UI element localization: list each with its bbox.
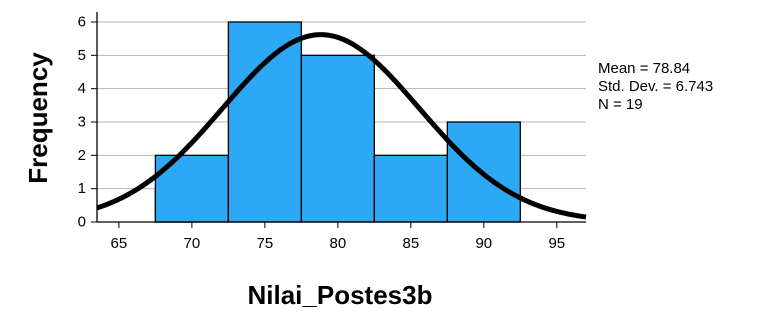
histogram-bar-1 xyxy=(227,21,303,223)
y-tick-label-4: 4 xyxy=(78,80,86,97)
y-tick-label-6: 6 xyxy=(78,14,86,31)
normal-curve xyxy=(96,32,587,220)
x-tick-label-70: 70 xyxy=(184,235,201,252)
y-tick-label-1: 1 xyxy=(78,180,86,197)
x-tick-label-95: 95 xyxy=(548,235,565,252)
axes: 0 1 2 3 4 5 6 65 70 75 80 85 90 95 xyxy=(78,12,586,252)
x-tick-label-75: 75 xyxy=(257,235,274,252)
x-tick-label-65: 65 xyxy=(111,235,128,252)
y-tick-label-0: 0 xyxy=(78,214,86,231)
stat-std-dev: Std. Dev. = 6.743 xyxy=(598,78,713,95)
normal-curve-line xyxy=(96,32,587,220)
y-tick-label-2: 2 xyxy=(78,147,86,164)
stat-n: N = 19 xyxy=(598,96,643,113)
histogram-bar-2 xyxy=(300,54,375,223)
x-tick-label-85: 85 xyxy=(402,235,419,252)
y-tick-label-3: 3 xyxy=(78,114,86,131)
x-axis-title: Nilai_Postes3b xyxy=(248,280,433,310)
x-tick-label-80: 80 xyxy=(330,235,347,252)
x-tick-label-90: 90 xyxy=(475,235,492,252)
statistics-box: Mean = 78.84 Std. Dev. = 6.743 N = 19 xyxy=(598,60,713,113)
histogram-bar-3 xyxy=(373,154,448,223)
y-axis-title: Frequency xyxy=(23,52,53,184)
bars xyxy=(154,21,521,223)
stat-mean: Mean = 78.84 xyxy=(598,60,690,77)
y-tick-label-5: 5 xyxy=(78,47,86,64)
